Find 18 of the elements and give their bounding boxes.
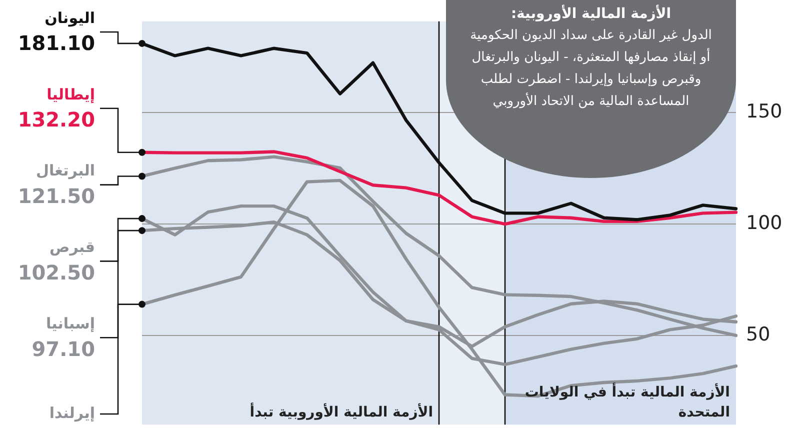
text: إيرلندا (49, 404, 95, 422)
text: البرتغال (36, 162, 95, 180)
data-label: 97.10 (32, 336, 95, 361)
text: اليونان (44, 8, 95, 27)
data-label: 132.20 (18, 108, 95, 132)
annotation: الأزمة المالية تبدأ في الولايات المتحدة (524, 382, 730, 421)
text: إسبانيا (46, 314, 95, 332)
annotation: الدول غير القادرة على سداد الديون الحكومية أو إنقاذ مصارفها المتعثرة، - اليونان والبرتغال وقبرص وإسبانيا وإيرلندا - اضطرت لطلب المساعدة المالية من الاتحاد الأوروبي (469, 27, 713, 111)
data-label: 102.50 (18, 260, 95, 284)
text: إيطاليا (46, 85, 95, 104)
annotation: الأزمة المالية الأوروبية تبدأ (250, 402, 433, 421)
text: قبرص (50, 238, 95, 256)
y-tick-label: 100 (746, 212, 782, 234)
annotation: الأزمة المالية الأوروبية: (510, 4, 672, 24)
y-tick-label: 50 (746, 323, 770, 346)
data-label: 181.10 (18, 31, 95, 56)
data-label: 121.50 (18, 184, 95, 208)
y-tick-label: 150 (746, 100, 782, 123)
